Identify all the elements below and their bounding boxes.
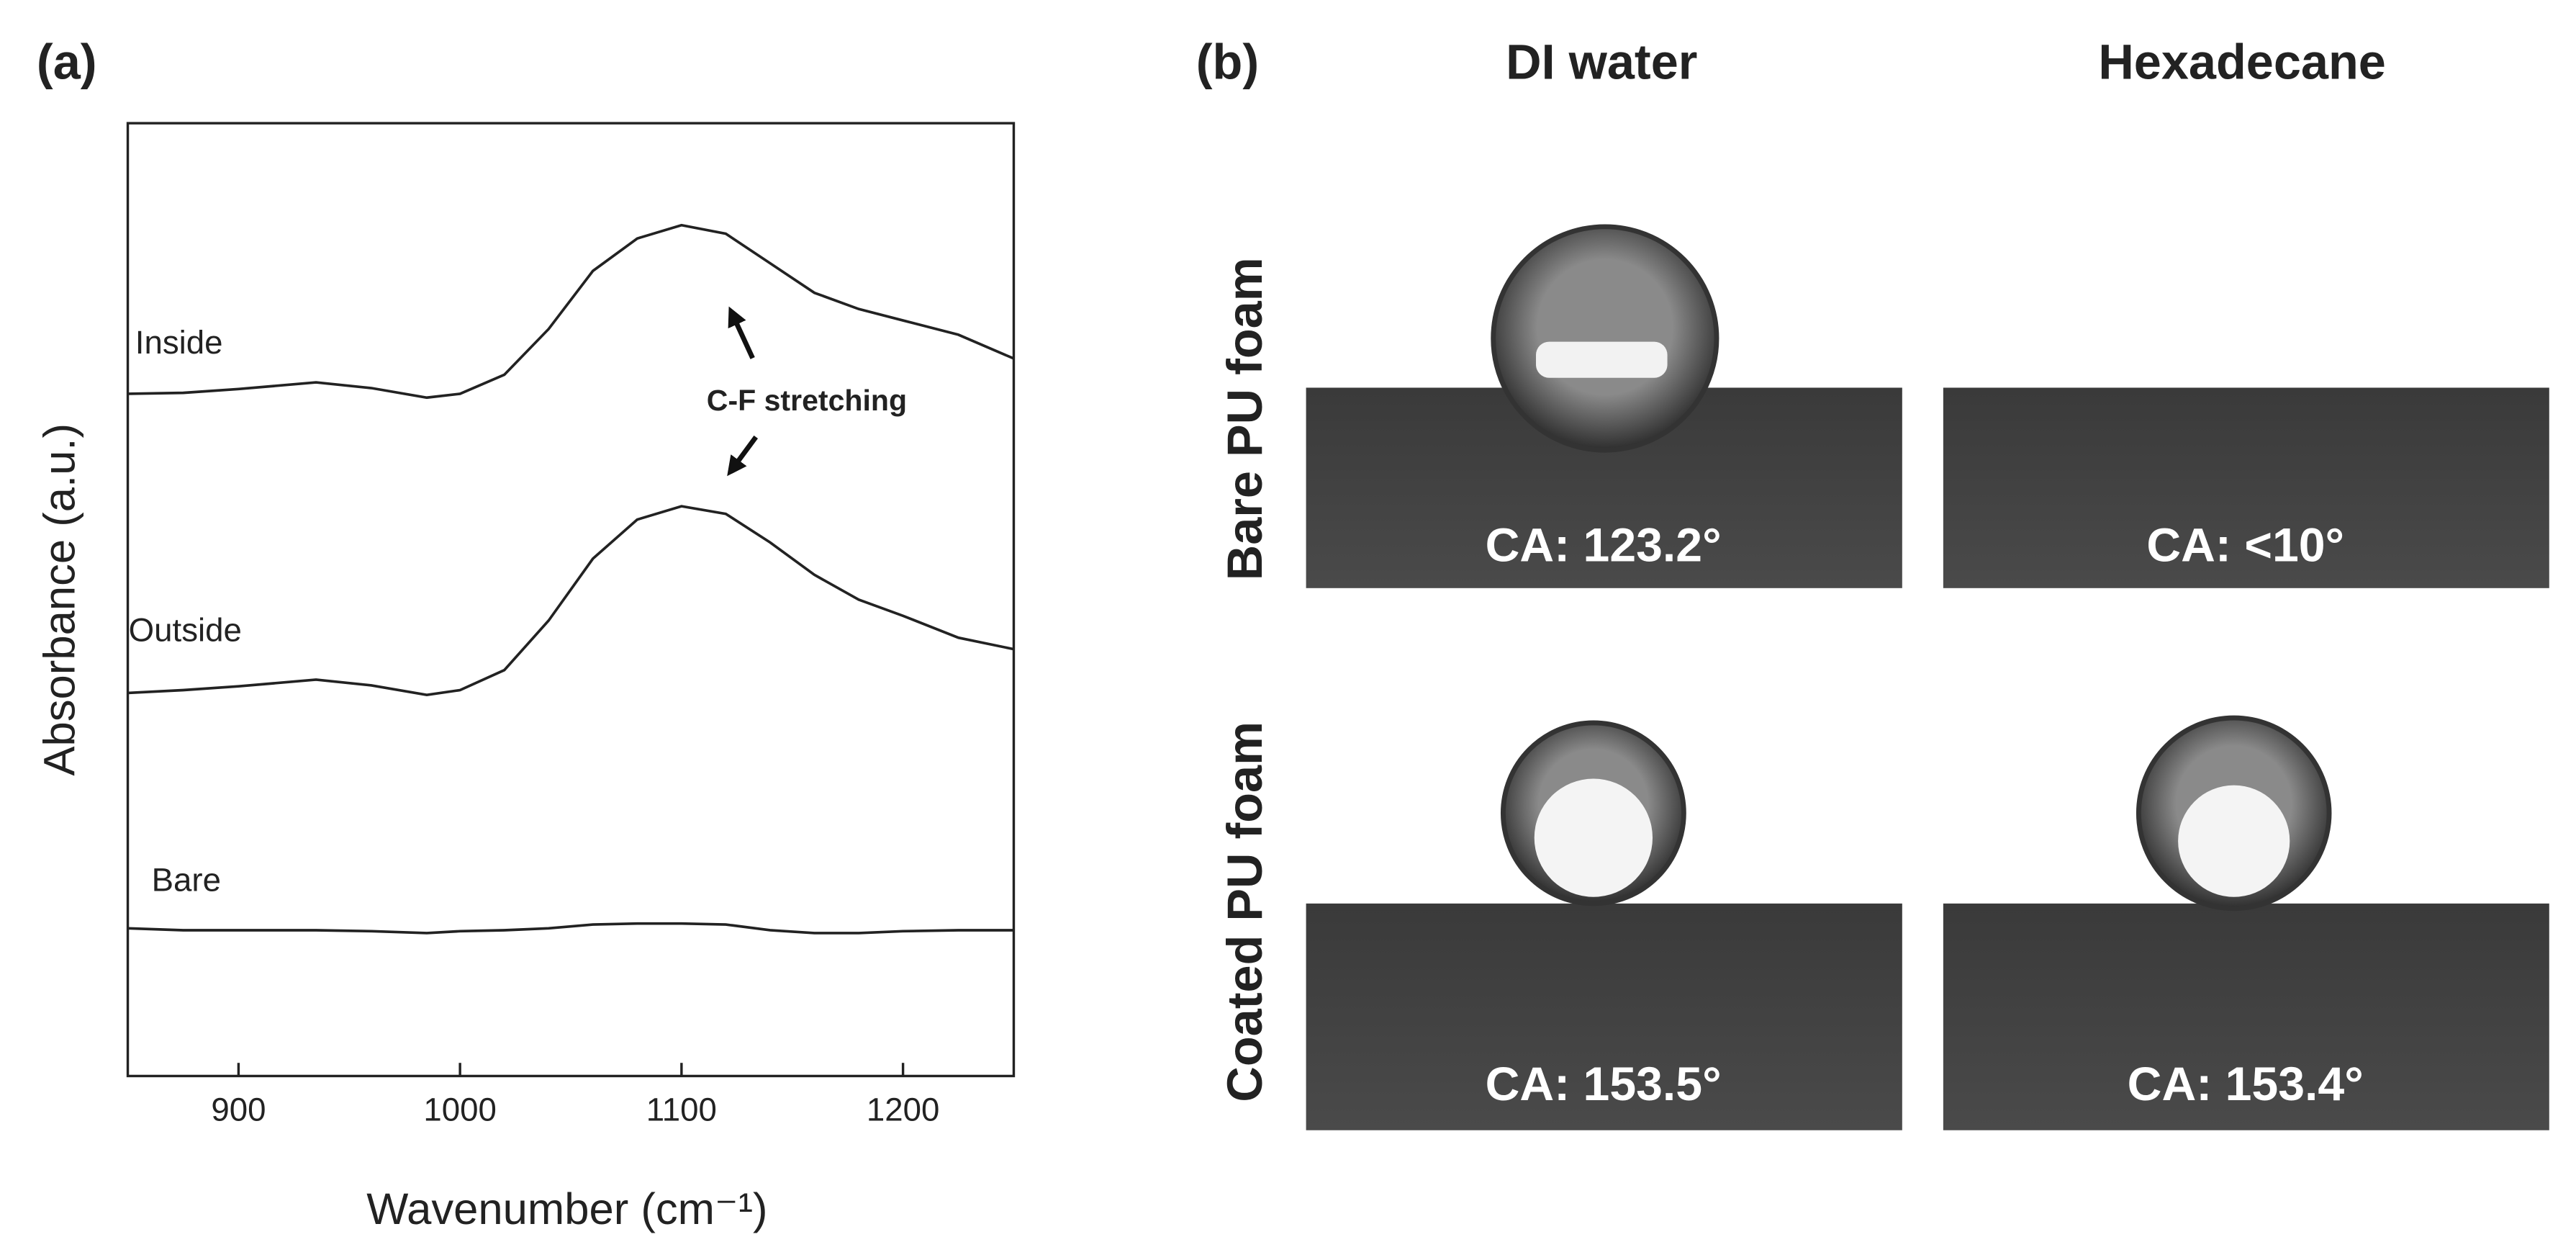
spectrum-line <box>127 922 1014 935</box>
photo-grid <box>1306 224 2549 1130</box>
caption: CA: 123.2° <box>1486 519 1722 572</box>
column-header: DI water <box>1506 34 1697 89</box>
x-tick-label: 1200 <box>867 1092 940 1128</box>
plot-frame <box>126 122 1016 1078</box>
droplet-highlight <box>1534 778 1653 897</box>
arrow <box>727 435 759 477</box>
spectrum-line <box>127 505 1014 696</box>
photo <box>1943 387 2549 588</box>
arrow <box>728 306 755 359</box>
photo <box>1943 903 2549 1130</box>
series-label: Outside <box>129 611 242 648</box>
panel-label: (b) <box>1196 34 1259 89</box>
droplet-highlight <box>2178 785 2290 897</box>
series-label: Bare <box>152 861 221 898</box>
caption: CA: 153.4° <box>2128 1058 2364 1111</box>
photo <box>1306 903 1902 1130</box>
x-tick-label: 1100 <box>646 1092 717 1128</box>
droplet-highlight <box>1536 341 1668 378</box>
row-label: Bare PU foam <box>1217 257 1273 580</box>
annotation: C-F stretching <box>707 384 907 417</box>
x-tick-label: 1000 <box>423 1092 496 1128</box>
x-tick-label: 900 <box>211 1092 266 1128</box>
series-label: Inside <box>135 324 223 361</box>
row-label: Coated PU foam <box>1217 721 1273 1102</box>
droplet <box>1491 224 1719 453</box>
caption: CA: 153.5° <box>1486 1058 1722 1111</box>
column-header: Hexadecane <box>2098 34 2385 89</box>
x-axis-label: Wavenumber (cm⁻¹) <box>366 1184 767 1234</box>
caption: CA: <10° <box>2146 519 2344 572</box>
spectrum-line <box>127 223 1015 400</box>
y-axis-label: Absorbance (a.u.) <box>35 423 85 776</box>
panel-label: (a) <box>37 34 97 89</box>
